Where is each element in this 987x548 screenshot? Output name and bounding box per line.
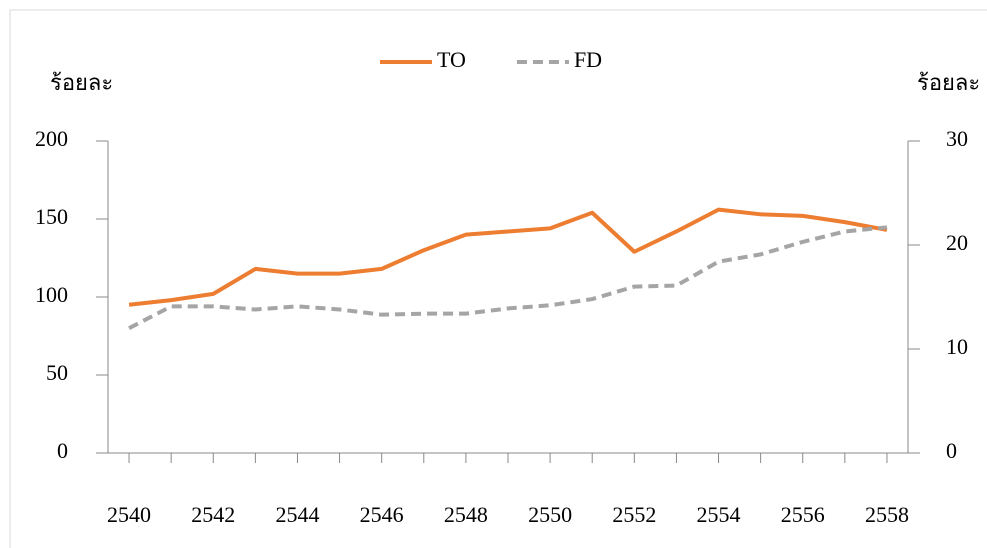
x-tick-label: 2552 [612,502,656,527]
x-tick-label: 2558 [865,502,909,527]
chart-frame [9,9,987,548]
legend-label: TO [437,47,466,72]
y2-tick-label: 20 [946,230,968,255]
x-tick-label: 2556 [781,502,825,527]
y-axis-label: ร้อยละ [50,70,113,95]
x-tick-label: 2544 [275,502,319,527]
line-series [128,207,888,307]
y-tick-label: 100 [35,282,68,307]
x-tick-label: 2540 [107,502,151,527]
y-tick-label: 50 [46,360,68,385]
line-series [128,225,888,330]
y2-tick-label: 0 [946,438,957,463]
y-tick-label: 150 [35,204,68,229]
y2-tick-label: 10 [946,334,968,359]
x-tick-label: 2548 [444,502,488,527]
legend-label: FD [574,47,602,72]
y-tick-label: 200 [35,126,68,151]
x-tick-label: 2554 [697,502,741,527]
y-tick-label: 0 [57,438,68,463]
x-tick-label: 2550 [528,502,572,527]
y2-tick-label: 30 [946,126,968,151]
y2-axis-label: ร้อยละ [917,70,980,95]
x-tick-label: 2546 [360,502,404,527]
x-tick-label: 2542 [191,502,235,527]
